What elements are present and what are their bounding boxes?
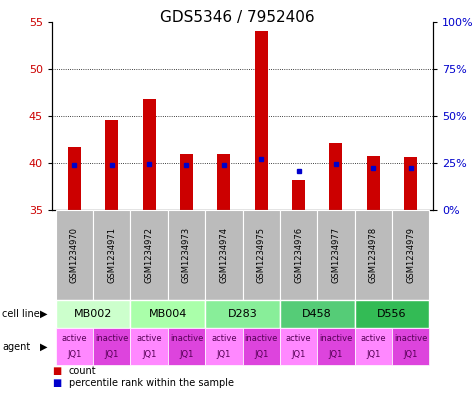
Bar — [93, 328, 131, 365]
Text: ■: ■ — [52, 366, 61, 376]
Bar — [392, 328, 429, 365]
Text: JQ1: JQ1 — [329, 350, 343, 359]
Text: active: active — [361, 334, 386, 343]
Bar — [68, 147, 81, 210]
Text: GSM1234974: GSM1234974 — [219, 227, 228, 283]
Bar — [205, 210, 243, 300]
Text: JQ1: JQ1 — [366, 350, 380, 359]
Bar — [205, 328, 243, 365]
Text: ▶: ▶ — [40, 342, 48, 351]
Bar — [168, 210, 205, 300]
Text: active: active — [286, 334, 311, 343]
Text: D556: D556 — [377, 309, 407, 319]
Bar — [56, 328, 93, 365]
Bar — [404, 157, 417, 210]
Text: JQ1: JQ1 — [254, 350, 268, 359]
Text: percentile rank within the sample: percentile rank within the sample — [68, 378, 234, 388]
Bar — [131, 328, 168, 365]
Text: JQ1: JQ1 — [67, 350, 82, 359]
Text: D458: D458 — [302, 309, 332, 319]
Text: inactive: inactive — [170, 334, 203, 343]
Bar — [354, 210, 392, 300]
Text: inactive: inactive — [245, 334, 278, 343]
Text: GSM1234976: GSM1234976 — [294, 227, 303, 283]
Bar — [243, 210, 280, 300]
Bar — [142, 99, 156, 210]
Bar — [280, 210, 317, 300]
Bar — [280, 328, 317, 365]
Text: cell line: cell line — [2, 309, 40, 319]
Bar — [280, 300, 354, 328]
Text: MB004: MB004 — [149, 309, 187, 319]
Bar — [292, 180, 305, 210]
Text: MB002: MB002 — [74, 309, 112, 319]
Text: GSM1234973: GSM1234973 — [182, 227, 191, 283]
Bar — [354, 300, 429, 328]
Bar — [93, 210, 131, 300]
Text: JQ1: JQ1 — [403, 350, 418, 359]
Text: ■: ■ — [52, 378, 61, 388]
Bar — [217, 154, 230, 210]
Text: inactive: inactive — [319, 334, 352, 343]
Text: GDS5346 / 7952406: GDS5346 / 7952406 — [160, 10, 315, 25]
Bar — [56, 210, 93, 300]
Text: D283: D283 — [228, 309, 257, 319]
Text: GSM1234975: GSM1234975 — [256, 227, 266, 283]
Text: JQ1: JQ1 — [142, 350, 156, 359]
Text: count: count — [68, 366, 96, 376]
Text: agent: agent — [2, 342, 30, 351]
Text: GSM1234978: GSM1234978 — [369, 227, 378, 283]
Bar — [317, 328, 354, 365]
Bar — [354, 328, 392, 365]
Text: active: active — [136, 334, 162, 343]
Bar — [205, 300, 280, 328]
Text: active: active — [62, 334, 87, 343]
Bar — [105, 120, 118, 210]
Bar — [392, 210, 429, 300]
Text: JQ1: JQ1 — [291, 350, 306, 359]
Bar — [329, 143, 342, 210]
Text: GSM1234979: GSM1234979 — [406, 227, 415, 283]
Text: active: active — [211, 334, 237, 343]
Bar — [367, 156, 380, 210]
Bar — [131, 210, 168, 300]
Bar — [243, 328, 280, 365]
Bar — [180, 154, 193, 210]
Text: GSM1234972: GSM1234972 — [144, 227, 153, 283]
Text: ▶: ▶ — [40, 309, 48, 319]
Bar — [255, 31, 268, 210]
Bar — [56, 300, 131, 328]
Text: JQ1: JQ1 — [217, 350, 231, 359]
Text: JQ1: JQ1 — [179, 350, 194, 359]
Text: GSM1234970: GSM1234970 — [70, 227, 79, 283]
Bar — [131, 300, 205, 328]
Text: inactive: inactive — [95, 334, 128, 343]
Bar — [317, 210, 354, 300]
Bar — [168, 328, 205, 365]
Text: JQ1: JQ1 — [104, 350, 119, 359]
Text: inactive: inactive — [394, 334, 428, 343]
Text: GSM1234977: GSM1234977 — [332, 227, 341, 283]
Text: GSM1234971: GSM1234971 — [107, 227, 116, 283]
